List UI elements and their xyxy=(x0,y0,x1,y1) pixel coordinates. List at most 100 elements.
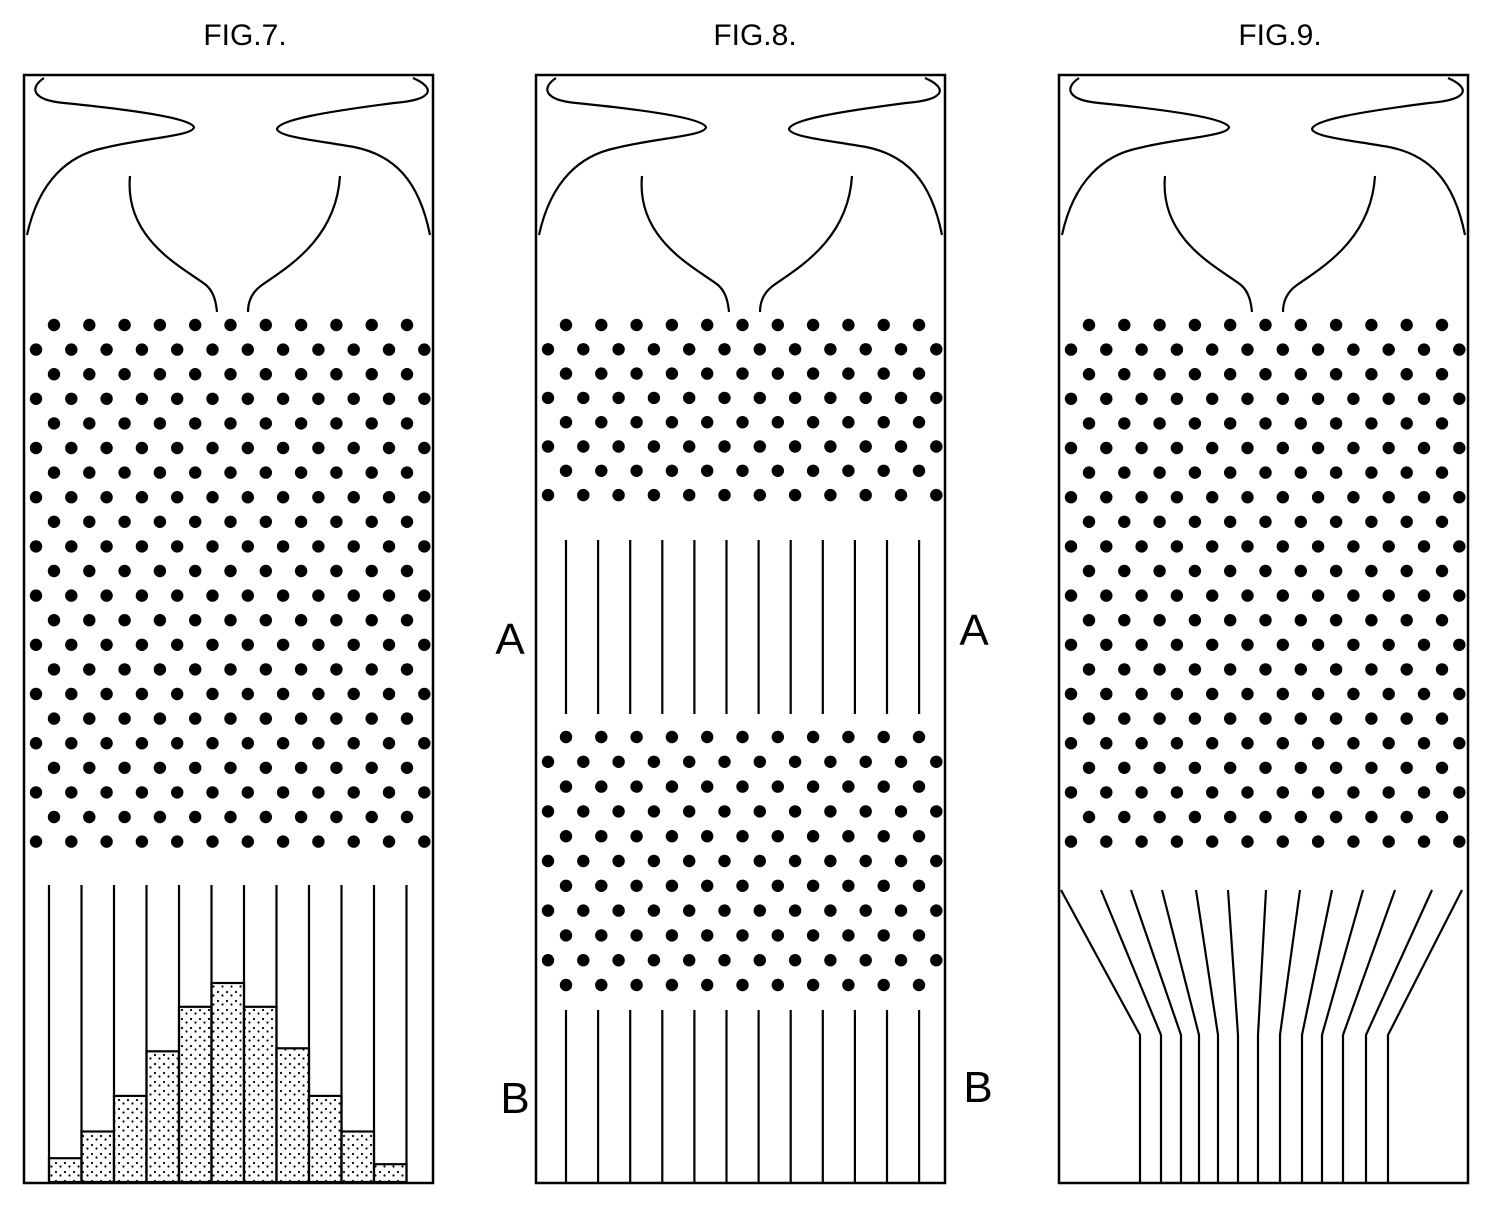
peg xyxy=(630,416,643,429)
peg xyxy=(382,491,396,504)
peg xyxy=(1153,318,1166,332)
peg xyxy=(859,954,872,967)
peg xyxy=(83,466,96,479)
peg xyxy=(1188,614,1202,627)
peg xyxy=(1294,515,1308,528)
peg xyxy=(1118,761,1131,774)
fig9-title: FIG.9. xyxy=(1238,19,1321,52)
peg xyxy=(330,368,343,381)
peg xyxy=(1170,589,1184,602)
peg xyxy=(1435,318,1449,332)
peg xyxy=(1417,786,1431,799)
converging-channel-line xyxy=(1129,889,1183,1182)
peg xyxy=(365,614,378,627)
peg xyxy=(559,978,573,992)
funnel-left-lobe xyxy=(546,77,708,150)
peg xyxy=(29,786,43,799)
peg xyxy=(859,755,872,768)
peg xyxy=(1382,835,1395,848)
fig8-title: FIG.8. xyxy=(713,19,796,52)
peg xyxy=(171,491,184,504)
peg xyxy=(1100,687,1113,701)
peg xyxy=(100,687,113,701)
peg xyxy=(701,367,714,380)
peg xyxy=(1417,638,1431,651)
peg xyxy=(1170,835,1184,848)
peg xyxy=(330,318,343,332)
peg xyxy=(894,805,908,818)
peg xyxy=(418,786,431,799)
peg xyxy=(259,810,272,824)
peg xyxy=(1417,835,1431,848)
peg xyxy=(118,663,131,676)
peg xyxy=(930,755,943,768)
bin-fill xyxy=(275,1047,311,1184)
peg xyxy=(365,761,378,774)
peg xyxy=(577,391,590,405)
peg xyxy=(1224,614,1237,627)
peg xyxy=(400,614,414,627)
peg xyxy=(224,663,237,676)
peg xyxy=(1206,737,1219,750)
peg xyxy=(65,786,78,799)
fig9-converging-channels xyxy=(1060,889,1463,1182)
peg xyxy=(1118,368,1131,381)
peg xyxy=(206,786,219,799)
peg xyxy=(153,564,167,578)
peg xyxy=(859,343,872,356)
peg xyxy=(1241,441,1254,455)
peg xyxy=(1082,712,1096,725)
peg xyxy=(630,367,643,380)
peg xyxy=(1329,761,1343,774)
peg xyxy=(1329,417,1343,430)
peg xyxy=(1188,466,1202,479)
peg xyxy=(894,440,908,453)
peg xyxy=(595,464,608,477)
peg xyxy=(1435,368,1449,381)
peg xyxy=(1188,515,1202,528)
peg xyxy=(894,904,908,917)
peg xyxy=(595,978,608,992)
peg xyxy=(1329,564,1343,578)
peg xyxy=(1311,737,1325,750)
peg xyxy=(294,318,308,332)
peg xyxy=(806,929,820,942)
peg xyxy=(859,488,872,502)
peg xyxy=(400,761,414,774)
peg xyxy=(83,761,96,774)
peg xyxy=(1347,491,1360,504)
peg xyxy=(418,392,431,405)
peg xyxy=(595,929,608,942)
bin-fill xyxy=(307,1094,343,1184)
funnel-right-throat xyxy=(1281,175,1377,313)
converging-channel-line xyxy=(1060,889,1142,1182)
peg xyxy=(1135,737,1148,750)
peg xyxy=(912,464,926,477)
peg xyxy=(559,780,573,793)
peg xyxy=(1100,737,1113,750)
peg xyxy=(400,466,414,479)
peg xyxy=(29,343,43,356)
peg xyxy=(736,929,749,942)
peg xyxy=(1417,392,1431,405)
peg xyxy=(100,392,113,405)
peg xyxy=(29,835,43,848)
peg xyxy=(276,441,290,455)
peg xyxy=(347,737,360,750)
peg xyxy=(224,466,237,479)
peg xyxy=(1382,491,1395,504)
peg xyxy=(1241,786,1254,799)
peg xyxy=(224,614,237,627)
peg xyxy=(1294,368,1308,381)
peg xyxy=(701,464,714,477)
peg xyxy=(1064,786,1078,799)
peg xyxy=(824,904,837,917)
peg xyxy=(418,737,431,750)
peg xyxy=(753,343,766,356)
peg xyxy=(665,367,679,380)
peg xyxy=(736,830,749,843)
peg xyxy=(842,367,855,380)
peg xyxy=(1188,368,1202,381)
converging-channel-line xyxy=(1194,889,1220,1182)
peg xyxy=(665,929,679,942)
